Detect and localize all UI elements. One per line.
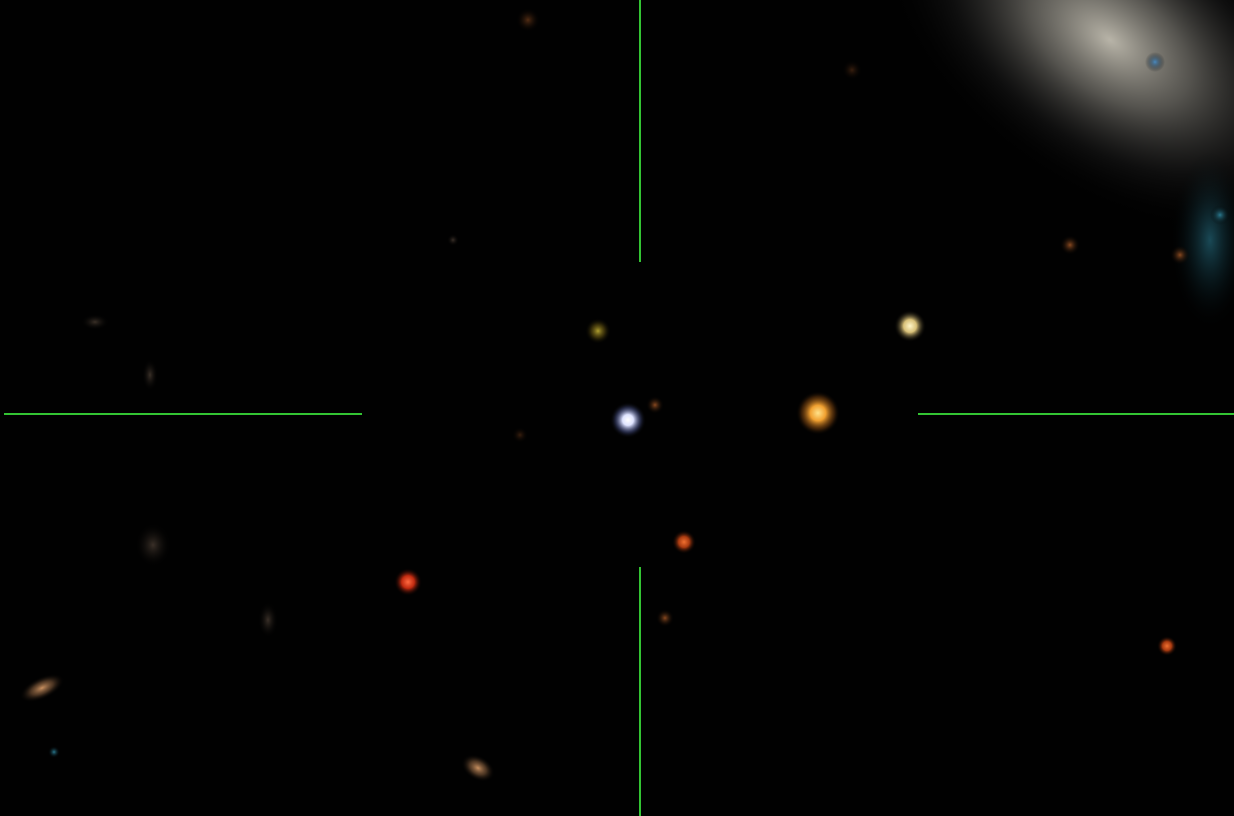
star bbox=[796, 391, 840, 435]
star bbox=[842, 60, 862, 80]
star bbox=[447, 234, 459, 246]
star bbox=[1145, 52, 1165, 72]
star bbox=[1157, 636, 1177, 656]
star bbox=[894, 310, 926, 342]
star bbox=[610, 402, 646, 438]
galaxy bbox=[135, 523, 171, 567]
star bbox=[672, 530, 696, 554]
star bbox=[656, 609, 674, 627]
star bbox=[646, 396, 664, 414]
star bbox=[512, 427, 528, 443]
star bbox=[1210, 205, 1230, 225]
star bbox=[516, 8, 540, 32]
star bbox=[1060, 235, 1080, 255]
galaxy bbox=[81, 314, 109, 330]
galaxy bbox=[461, 754, 495, 782]
star bbox=[1170, 245, 1190, 265]
galaxy bbox=[19, 673, 65, 703]
star bbox=[48, 746, 60, 758]
galaxy bbox=[258, 602, 278, 638]
crosshair bbox=[4, 0, 1234, 816]
halo-edge bbox=[1170, 150, 1234, 330]
galaxy-halo bbox=[880, 0, 1234, 234]
star bbox=[394, 568, 422, 596]
galaxy bbox=[142, 359, 158, 391]
star bbox=[585, 318, 611, 344]
